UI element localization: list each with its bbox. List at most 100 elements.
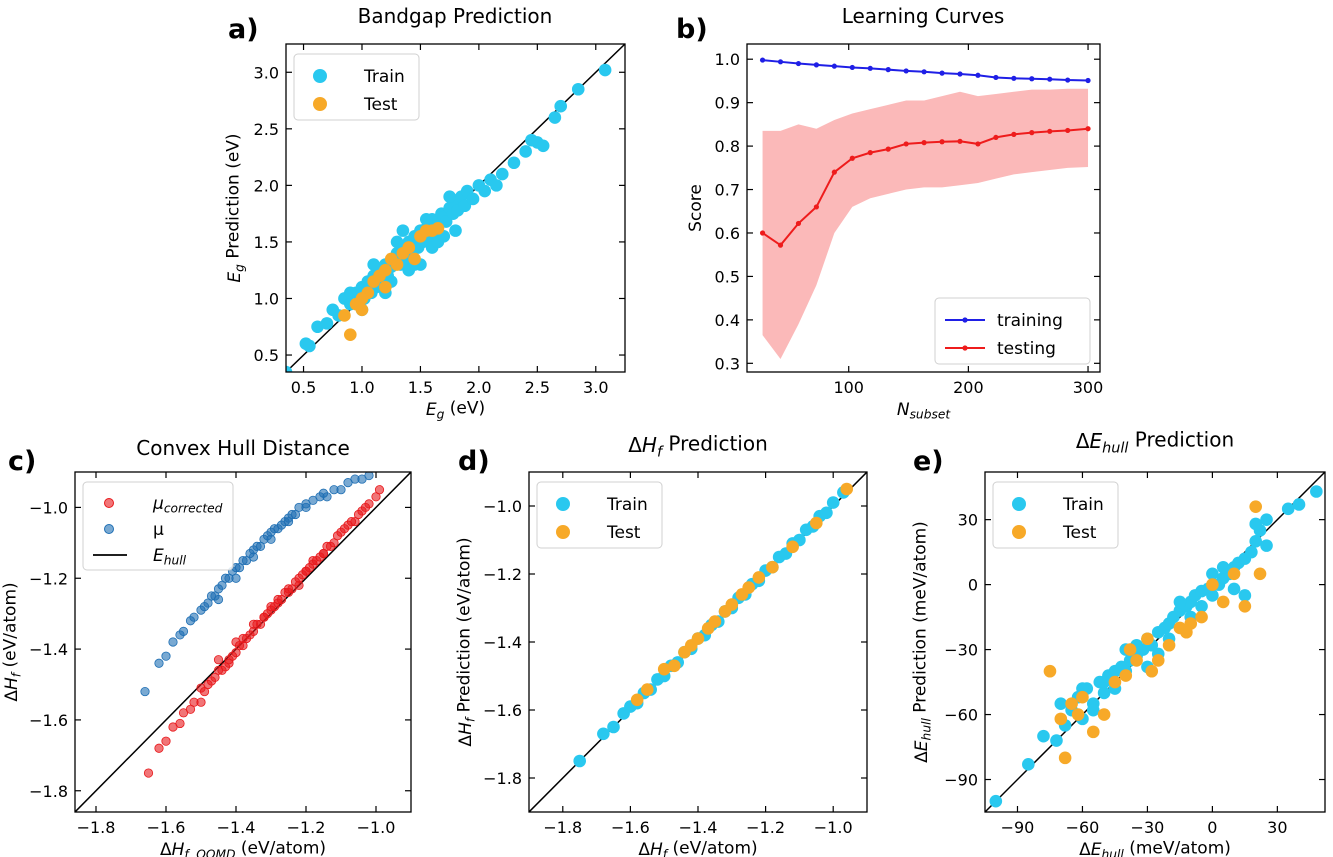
y-axis-label: ΔEhull Prediction (meV/atom) (911, 521, 934, 763)
data-point-Train (507, 156, 521, 170)
data-point-testing (1085, 126, 1091, 132)
data-point-Train (820, 506, 833, 520)
data-point-Train (1206, 567, 1219, 581)
legend-label: training (997, 311, 1063, 331)
panel-label: e) (913, 446, 944, 477)
data-point-Train (548, 111, 562, 124)
data-point-Test (766, 560, 779, 574)
data-point-Test (1119, 669, 1133, 682)
y-tick-label: −1.6 (29, 711, 68, 730)
legend-label: Test (606, 523, 641, 543)
data-point-testing (795, 220, 802, 227)
y-tick-label: −1.6 (483, 701, 522, 720)
data-point-μ_corrected (259, 612, 269, 622)
y-axis-label: ΔHf (eV/atom) (1, 582, 24, 701)
data-point-μ_corrected (175, 718, 185, 729)
y-tick-label: 0.8 (715, 137, 740, 156)
data-point-Train (1292, 498, 1306, 511)
data-point-μ_corrected (273, 594, 283, 605)
data-point-testing (885, 146, 891, 152)
data-point-Test (1058, 751, 1072, 765)
data-point-μ (318, 488, 329, 498)
data-point-training (975, 72, 981, 78)
data-point-training (957, 71, 963, 77)
x-tick-label: −1.8 (543, 818, 582, 837)
data-point-μ (189, 612, 199, 622)
x-tick-label: −1.8 (77, 818, 116, 837)
data-point-testing (759, 230, 766, 236)
data-point-Test (1195, 610, 1208, 624)
data-point-testing (921, 140, 927, 146)
y-tick-label: −1.4 (29, 640, 68, 659)
data-point-Train (989, 794, 1003, 808)
data-point-training (885, 67, 891, 73)
x-tick-label: −1.0 (814, 818, 853, 837)
data-point-testing (777, 242, 784, 248)
data-point-training (1047, 76, 1053, 82)
legend-label: Test (363, 95, 398, 115)
x-tick-label: −1.6 (611, 818, 650, 837)
chart-title: Bandgap Prediction (358, 4, 553, 28)
y-tick-label: 3.0 (254, 63, 279, 82)
panel-c: c) Convex Hull Distance −1.8 −1.6 −1.4 −1.2 −1… (1, 436, 412, 857)
legend: Train Test (992, 481, 1119, 549)
data-point-training (777, 59, 784, 65)
data-point-Train (1227, 582, 1241, 596)
data-point-Test (840, 482, 854, 496)
y-tick-label: −1.4 (483, 633, 522, 652)
data-point-μ (140, 686, 150, 697)
data-point-Train (478, 184, 492, 198)
chart-title: ΔHf Prediction (628, 431, 768, 460)
legend: μcorrected μ Ehull (82, 481, 234, 571)
data-point-testing (939, 139, 945, 145)
data-point-μ (178, 626, 189, 636)
data-point-Test (431, 222, 445, 235)
data-point-μ (168, 637, 178, 647)
panel-a: a) Bandgap Prediction 0.5 1.0 1.5 2.0 2.5 3.0 0.… (224, 4, 626, 422)
data-point-Test (1108, 675, 1122, 689)
data-point-training (1029, 76, 1035, 82)
y-tick-label: 30 (958, 511, 978, 530)
data-point-Train (519, 145, 532, 158)
x-tick-label: 100 (833, 378, 864, 397)
plot-area (985, 472, 1325, 812)
y-tick-label: 2.5 (254, 120, 279, 139)
data-point-Test (725, 598, 739, 611)
x-tick-label: −1.4 (679, 818, 718, 837)
y-tick-label: −1.2 (483, 565, 522, 584)
data-point-Train (573, 754, 586, 768)
confidence-band-testing (762, 88, 1089, 359)
data-point-μ (154, 658, 164, 668)
data-point-Train (1249, 517, 1263, 531)
data-point-Train (1260, 513, 1273, 526)
data-point-testing (1047, 128, 1053, 134)
x-axis-label: ΔEhull (meV/atom) (1079, 839, 1231, 857)
axes-frame (746, 43, 1101, 373)
y-axis-label: ΔHf Prediction (eV/atom) (455, 537, 478, 746)
data-point-training (759, 57, 766, 63)
x-tick-label: −1.4 (217, 818, 256, 837)
chart-title: Convex Hull Distance (136, 436, 350, 460)
data-point-Train (554, 99, 568, 113)
x-tick-label: −1.2 (287, 818, 326, 837)
data-point-Train (1050, 734, 1063, 747)
data-point-Train (466, 192, 480, 206)
axes-frame (74, 471, 412, 813)
data-point-Test (355, 292, 369, 305)
data-point-Test (1249, 500, 1263, 513)
data-point-Train (1097, 686, 1111, 700)
data-point-Train (303, 339, 316, 353)
data-point-Train (1108, 664, 1122, 678)
data-point-training (921, 69, 927, 75)
legend-label: μ (153, 520, 164, 540)
y-tick-label: 1.0 (715, 50, 740, 69)
data-point-Train (286, 365, 293, 372)
data-point-Test (1086, 725, 1100, 739)
panel-e: e) ΔEhull Prediction −90 −60 −30 0 30 −90 −60 −30… (911, 427, 1326, 857)
data-point-Test (408, 252, 421, 266)
x-tick-label: 3.0 (583, 378, 608, 397)
data-point-Test (1151, 654, 1165, 667)
data-point-Test (338, 309, 351, 322)
data-point-μ_corrected (238, 633, 248, 644)
legend-marker (1012, 525, 1026, 539)
